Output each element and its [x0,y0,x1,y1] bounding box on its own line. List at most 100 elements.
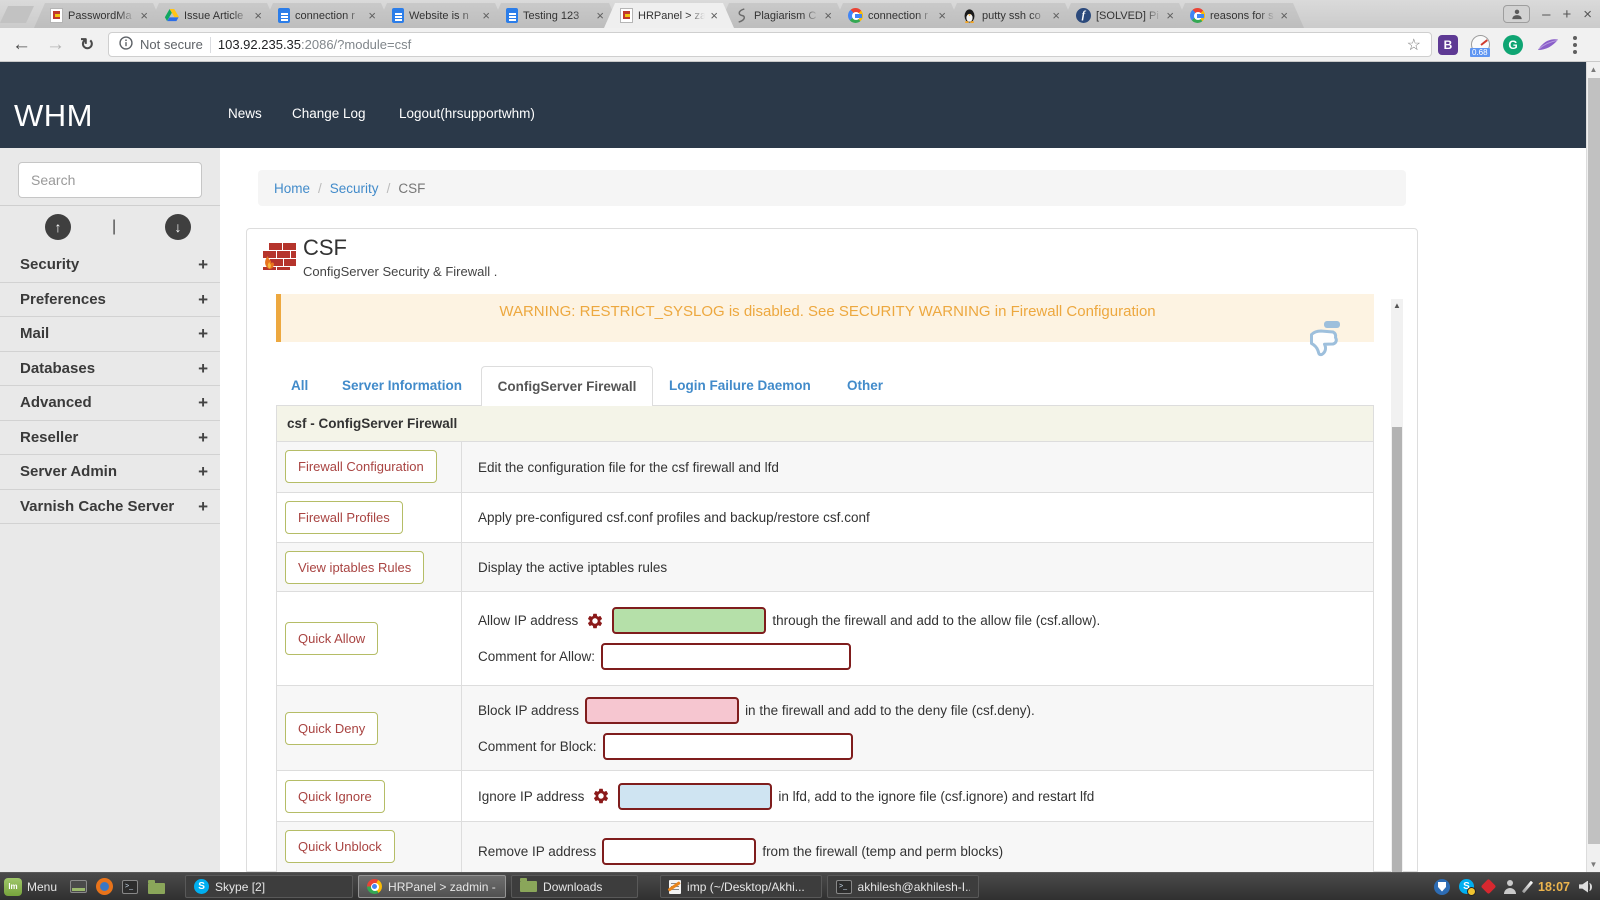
firefox-launcher[interactable] [94,877,114,897]
user-tray-icon[interactable] [1503,879,1517,894]
browser-tab[interactable]: [SOLVED] Pi × [1060,3,1190,28]
tab-close-icon[interactable]: × [1166,8,1174,23]
scroll-up-arrow-icon[interactable]: ▲ [1393,301,1401,310]
quick-unblock-button[interactable]: Quick Unblock [285,830,395,863]
firewall-profiles-button[interactable]: Firewall Profiles [285,501,403,534]
tab-close-icon[interactable]: × [596,8,604,23]
tab-all[interactable]: All [291,378,309,393]
gear-icon[interactable] [592,787,610,805]
scroll-up-arrow-icon[interactable]: ▲ [1589,65,1598,74]
unblock-ip-input[interactable] [602,838,757,865]
skype-tray-icon[interactable] [1459,879,1477,896]
expand-icon[interactable]: + [198,289,208,309]
tab-close-icon[interactable]: × [368,8,376,23]
firewall-configuration-button[interactable]: Firewall Configuration [285,450,437,483]
pen-tray-icon[interactable] [1521,880,1534,893]
scroll-down-icon[interactable]: ↓ [165,214,191,240]
tab-other[interactable]: Other [847,378,884,393]
info-icon[interactable] [119,36,133,53]
tab-login-failure-daemon[interactable]: Login Failure Daemon [669,378,811,393]
allow-ip-input[interactable] [612,607,767,634]
task-skype[interactable]: Skype [2] [185,875,354,898]
back-button[interactable]: ← [12,34,31,55]
expand-icon[interactable]: + [198,358,208,378]
bootstrap-extension-icon[interactable]: B [1438,34,1458,55]
show-desktop-button[interactable] [68,877,88,897]
profile-button[interactable] [1503,5,1531,23]
scrollbar-thumb[interactable] [1588,78,1600,844]
browser-tab[interactable]: connection r × [832,3,962,28]
sidebar-item-server-admin[interactable]: Server Admin + [0,455,220,490]
tab-close-icon[interactable]: × [1052,8,1060,23]
sync-tray-icon[interactable] [1480,878,1497,895]
tab-close-icon[interactable]: × [824,8,832,23]
tab-close-icon[interactable]: × [1280,8,1288,23]
security-label[interactable]: Not secure [140,37,203,52]
maximize-button[interactable]: + [1562,5,1572,23]
new-tab-button[interactable] [0,6,34,23]
nav-logout[interactable]: Logout(hrsupportwhm) [399,106,535,121]
volume-icon[interactable] [1579,881,1592,893]
ignore-ip-input[interactable] [618,782,773,810]
quick-ignore-button[interactable]: Quick Ignore [285,779,385,813]
tab-close-icon[interactable]: × [140,8,148,23]
browser-tab[interactable]: reasons for s × [1174,3,1304,28]
shield-tray-icon[interactable] [1434,878,1451,895]
task-hrpanel[interactable]: HRPanel > zadmin - ... [358,875,507,898]
nav-news[interactable]: News [228,106,262,121]
menu-button[interactable]: Menu [0,873,65,900]
deny-comment-input[interactable] [602,732,853,760]
tab-close-icon[interactable]: × [938,8,946,23]
quill-extension-icon[interactable] [1536,37,1560,53]
browser-tab-active[interactable]: HRPanel > za × [604,3,734,28]
breadcrumb-security[interactable]: Security [329,180,379,196]
browser-tab[interactable]: Testing 123 × [490,3,620,28]
scrollbar-thumb[interactable] [1392,427,1402,872]
tab-configserver-firewall[interactable]: ConfigServer Firewall [481,366,653,406]
browser-menu-icon[interactable] [1573,42,1577,47]
forward-button[interactable]: → [46,34,65,55]
expand-icon[interactable]: + [198,393,208,412]
search-input[interactable] [18,162,202,198]
browser-tab[interactable]: connection r × [262,3,392,28]
allow-comment-input[interactable] [601,643,852,670]
sidebar-item-varnish-cache-server[interactable]: Varnish Cache Server + [0,490,220,524]
expand-icon[interactable]: + [198,255,208,274]
whm-logo[interactable]: WHM [14,98,93,133]
expand-icon[interactable]: + [198,496,208,516]
bookmark-star-icon[interactable]: ☆ [1406,36,1421,54]
browser-tab[interactable]: Plagiarism C × [718,3,848,28]
task-terminal-akhilesh[interactable]: akhilesh@akhilesh-I... [827,875,980,898]
tab-close-icon[interactable]: × [254,8,262,23]
files-launcher[interactable] [146,877,166,897]
browser-tab[interactable]: Website is n × [376,3,506,28]
sidebar-item-mail[interactable]: Mail + [0,317,220,352]
quick-allow-button[interactable]: Quick Allow [285,622,379,655]
tab-close-icon[interactable]: × [710,8,718,23]
terminal-launcher[interactable] [120,877,140,897]
sidebar-item-security[interactable]: Security + [0,248,220,283]
module-scrollbar[interactable]: ▲ [1391,299,1403,872]
tab-close-icon[interactable]: × [482,8,490,23]
browser-tab[interactable]: putty ssh co × [946,3,1076,28]
address-bar[interactable]: Not secure 103.92.235.35:2086/?module=cs… [108,32,1432,57]
view-iptables-rules-button[interactable]: View iptables Rules [285,551,425,584]
deny-ip-input[interactable] [585,696,740,724]
expand-icon[interactable]: + [198,427,208,447]
scroll-down-arrow-icon[interactable]: ▼ [1589,860,1598,869]
expand-icon[interactable]: + [198,324,208,343]
sidebar-item-reseller[interactable]: Reseller + [0,421,220,455]
nav-changelog[interactable]: Change Log [292,106,366,121]
task-downloads[interactable]: Downloads [511,875,639,898]
breadcrumb-home[interactable]: Home [274,180,311,196]
browser-tab[interactable]: PasswordMa × [34,3,164,28]
expand-icon[interactable]: + [198,462,208,481]
scroll-up-icon[interactable]: ↑ [45,214,71,240]
clock[interactable]: 18:07 [1538,879,1570,894]
reload-button[interactable]: ↻ [80,35,95,54]
sidebar-item-databases[interactable]: Databases + [0,352,220,386]
close-button[interactable]: × [1583,5,1592,23]
grammarly-extension-icon[interactable]: G [1503,34,1523,55]
minimize-button[interactable]: – [1542,5,1551,23]
browser-scrollbar[interactable]: ▲ ▼ [1586,62,1600,872]
